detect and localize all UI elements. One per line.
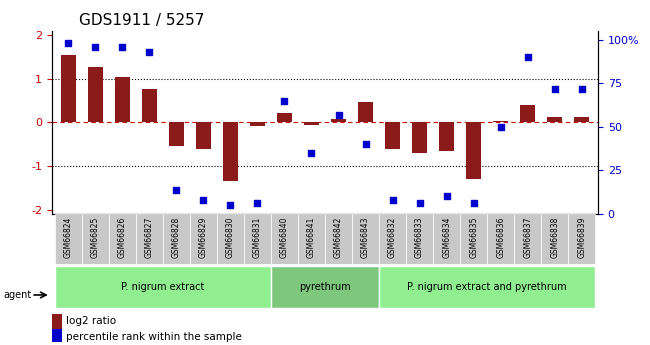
Bar <box>52 314 62 329</box>
Bar <box>142 89 157 122</box>
FancyBboxPatch shape <box>190 214 217 264</box>
Text: GSM66827: GSM66827 <box>145 216 154 258</box>
Bar <box>575 117 589 122</box>
Bar <box>169 122 184 146</box>
FancyBboxPatch shape <box>514 214 541 264</box>
FancyBboxPatch shape <box>433 214 460 264</box>
Bar <box>52 329 62 345</box>
Point <box>144 49 155 55</box>
Point <box>171 187 181 192</box>
Point <box>549 86 560 91</box>
FancyBboxPatch shape <box>271 266 379 308</box>
Text: log2 ratio: log2 ratio <box>66 316 116 326</box>
Point <box>280 98 290 104</box>
Text: GSM66828: GSM66828 <box>172 216 181 258</box>
Point <box>198 197 209 203</box>
FancyBboxPatch shape <box>55 266 271 308</box>
Text: GSM66826: GSM66826 <box>118 216 127 258</box>
FancyBboxPatch shape <box>55 214 82 264</box>
Bar <box>88 67 103 122</box>
Text: GSM66824: GSM66824 <box>64 216 73 258</box>
Bar <box>250 122 265 126</box>
Text: GSM66841: GSM66841 <box>307 216 316 258</box>
Point <box>415 201 425 206</box>
Point <box>252 201 263 206</box>
Text: GDS1911 / 5257: GDS1911 / 5257 <box>79 13 205 29</box>
Bar <box>115 77 130 122</box>
Bar <box>520 105 535 122</box>
FancyBboxPatch shape <box>352 214 379 264</box>
FancyBboxPatch shape <box>460 214 488 264</box>
Point <box>225 203 235 208</box>
FancyBboxPatch shape <box>162 214 190 264</box>
FancyBboxPatch shape <box>541 214 568 264</box>
Text: GSM66825: GSM66825 <box>91 216 99 258</box>
Text: GSM66834: GSM66834 <box>442 216 451 258</box>
Text: agent: agent <box>3 290 31 300</box>
Bar <box>277 113 292 122</box>
Text: P. nigrum extract: P. nigrum extract <box>121 282 205 292</box>
Bar <box>358 101 373 122</box>
Text: percentile rank within the sample: percentile rank within the sample <box>66 332 242 342</box>
Bar <box>61 55 75 122</box>
Text: P. nigrum extract and pyrethrum: P. nigrum extract and pyrethrum <box>408 282 567 292</box>
FancyBboxPatch shape <box>271 214 298 264</box>
Point <box>306 150 317 156</box>
FancyBboxPatch shape <box>298 214 325 264</box>
FancyBboxPatch shape <box>217 214 244 264</box>
Text: pyrethrum: pyrethrum <box>299 282 351 292</box>
FancyBboxPatch shape <box>568 214 595 264</box>
Bar <box>331 119 346 122</box>
Text: GSM66840: GSM66840 <box>280 216 289 258</box>
Text: GSM66835: GSM66835 <box>469 216 478 258</box>
Text: GSM66837: GSM66837 <box>523 216 532 258</box>
FancyBboxPatch shape <box>379 214 406 264</box>
Point <box>117 44 127 49</box>
Bar <box>385 122 400 149</box>
Text: GSM66838: GSM66838 <box>551 216 559 258</box>
Bar <box>304 122 319 125</box>
Point <box>333 112 344 117</box>
Point <box>469 201 479 206</box>
FancyBboxPatch shape <box>109 214 136 264</box>
Text: GSM66832: GSM66832 <box>388 216 397 258</box>
FancyBboxPatch shape <box>325 214 352 264</box>
Text: GSM66843: GSM66843 <box>361 216 370 258</box>
FancyBboxPatch shape <box>406 214 433 264</box>
Text: GSM66830: GSM66830 <box>226 216 235 258</box>
Point <box>441 194 452 199</box>
Text: GSM66833: GSM66833 <box>415 216 424 258</box>
Bar <box>223 122 238 181</box>
Bar <box>439 122 454 151</box>
Point <box>577 86 587 91</box>
Bar <box>466 122 481 179</box>
Bar <box>547 117 562 122</box>
Point <box>523 55 533 60</box>
Text: GSM66839: GSM66839 <box>577 216 586 258</box>
Bar <box>493 121 508 122</box>
FancyBboxPatch shape <box>136 214 162 264</box>
Point <box>387 197 398 203</box>
Point <box>63 40 73 46</box>
FancyBboxPatch shape <box>82 214 109 264</box>
Text: GSM66831: GSM66831 <box>253 216 262 258</box>
Point <box>495 124 506 130</box>
FancyBboxPatch shape <box>488 214 514 264</box>
Text: GSM66842: GSM66842 <box>334 216 343 258</box>
FancyBboxPatch shape <box>379 266 595 308</box>
Bar <box>412 122 427 153</box>
Bar <box>196 122 211 149</box>
FancyBboxPatch shape <box>244 214 271 264</box>
Text: GSM66836: GSM66836 <box>496 216 505 258</box>
Point <box>90 44 101 49</box>
Text: GSM66829: GSM66829 <box>199 216 208 258</box>
Point <box>360 141 370 147</box>
